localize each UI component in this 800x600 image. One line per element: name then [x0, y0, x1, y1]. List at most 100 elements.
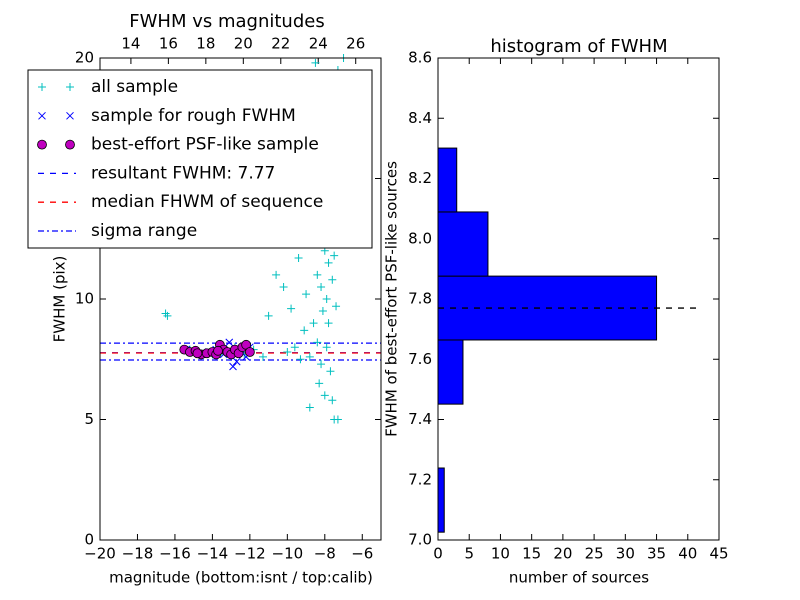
- axes-frame: [99, 57, 382, 541]
- point: [296, 355, 305, 364]
- point: [302, 290, 311, 299]
- point: [305, 403, 314, 412]
- legend-label: resultant FWHM: 7.77: [91, 163, 275, 183]
- right-x-label: number of sources: [509, 569, 649, 587]
- point: [258, 352, 267, 361]
- x-tick-label: −12: [234, 545, 266, 563]
- x-tick-label: 0: [433, 545, 443, 563]
- point: [320, 391, 329, 400]
- legend-box: [27, 69, 373, 249]
- x2-tick-label: 22: [271, 35, 290, 53]
- legend-marker: [37, 139, 47, 150]
- point: [290, 343, 299, 352]
- legend-label: sigma range: [91, 221, 197, 241]
- x-tick-label: 25: [585, 545, 604, 563]
- x-tick-label: −10: [272, 545, 304, 563]
- point: [324, 258, 333, 267]
- legend-label: sample for rough FWHM: [91, 106, 296, 126]
- legend-marker: [66, 83, 74, 91]
- y-tick-label: 7.0: [408, 531, 432, 549]
- point: [324, 319, 333, 328]
- axes-frame: [437, 57, 720, 541]
- point: [311, 58, 320, 67]
- point: [213, 345, 223, 356]
- point: [232, 357, 241, 366]
- point: [264, 311, 273, 320]
- left-y-label: FWHM (pix): [51, 256, 69, 343]
- y-tick-label: 8.2: [408, 169, 432, 187]
- x-tick-label: 15: [522, 545, 541, 563]
- y-tick-label: 20: [75, 49, 94, 67]
- y-tick-label: 7.6: [408, 350, 432, 368]
- x-tick-label: 40: [678, 545, 697, 563]
- x2-tick-label: 14: [121, 35, 140, 53]
- point: [287, 304, 296, 313]
- x2-tick-label: 16: [159, 35, 178, 53]
- y-tick-label: 7.4: [408, 410, 432, 428]
- bar: [437, 339, 464, 405]
- x-tick-label: −16: [159, 545, 191, 563]
- point: [328, 396, 337, 405]
- y-tick-label: 8.4: [408, 109, 432, 127]
- y-tick-label: 0: [84, 531, 94, 549]
- point: [317, 282, 326, 291]
- right-title: histogram of FWHM: [490, 36, 667, 57]
- point: [322, 343, 331, 352]
- x-tick-label: 30: [616, 545, 635, 563]
- point: [294, 254, 303, 263]
- left-title: FWHM vs magnitudes: [129, 11, 324, 32]
- legend-label: all sample: [91, 77, 178, 97]
- right-y-label: FWHM of best-effort PSF-like sources: [383, 161, 401, 437]
- point: [244, 347, 255, 357]
- x2-tick-label: 24: [309, 35, 328, 53]
- point: [300, 326, 309, 335]
- bar: [437, 467, 445, 533]
- x-tick-label: −18: [122, 545, 154, 563]
- point: [313, 270, 322, 279]
- point: [317, 360, 326, 369]
- point: [163, 311, 172, 320]
- point: [229, 362, 237, 371]
- y-tick-label: 8.0: [408, 229, 432, 247]
- x-tick-label: 45: [709, 545, 728, 563]
- point: [309, 319, 318, 328]
- x-tick-label: −14: [197, 545, 229, 563]
- point: [322, 295, 331, 303]
- y-tick-label: 10: [75, 290, 94, 308]
- x-tick-label: 10: [491, 545, 510, 563]
- y-tick-label: 5: [84, 410, 94, 428]
- legend-marker: [38, 83, 46, 91]
- point: [330, 251, 339, 260]
- left-x-label: magnitude (bottom:isnt / top:calib): [109, 569, 373, 587]
- point: [313, 338, 322, 347]
- x-tick-label: 5: [464, 545, 474, 563]
- x-tick-label: 35: [647, 545, 666, 563]
- point: [332, 302, 341, 311]
- point: [272, 270, 281, 279]
- legend-label: median FHWM of sequence: [91, 192, 323, 212]
- legend-label: best-effort PSF-like sample: [91, 135, 319, 155]
- x2-tick-label: 26: [346, 35, 365, 53]
- legend-marker: [38, 111, 46, 120]
- legend-marker: [66, 111, 74, 120]
- point: [225, 338, 234, 347]
- x-tick-label: −20: [84, 545, 116, 563]
- point: [305, 352, 314, 361]
- point: [315, 379, 324, 388]
- point: [279, 282, 288, 291]
- point: [328, 275, 337, 284]
- x-tick-label: −6: [351, 545, 373, 563]
- y-tick-label: 8.6: [408, 49, 432, 67]
- bar: [437, 211, 489, 277]
- bar: [437, 147, 458, 213]
- point: [192, 348, 203, 359]
- x2-tick-label: 18: [196, 35, 215, 53]
- legend-marker: [65, 139, 75, 150]
- x-tick-label: −8: [314, 545, 336, 563]
- point: [283, 348, 292, 357]
- point: [333, 415, 342, 424]
- x2-tick-label: 20: [234, 35, 253, 53]
- point: [326, 367, 335, 376]
- y-tick-label: 7.8: [408, 290, 432, 308]
